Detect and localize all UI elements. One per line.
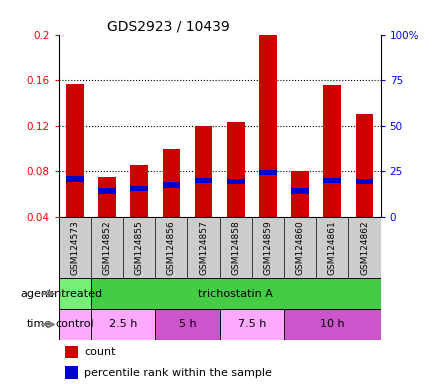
Bar bbox=[59, 278, 91, 309]
Bar bbox=[323, 85, 340, 217]
Text: 10 h: 10 h bbox=[319, 319, 344, 329]
Text: GSM124852: GSM124852 bbox=[102, 220, 111, 275]
Bar bbox=[194, 178, 212, 183]
Text: GSM124862: GSM124862 bbox=[359, 220, 368, 275]
Text: 2.5 h: 2.5 h bbox=[108, 319, 137, 329]
Bar bbox=[59, 309, 91, 340]
Bar bbox=[227, 179, 244, 184]
Bar bbox=[291, 171, 308, 217]
Bar bbox=[65, 346, 78, 358]
Bar bbox=[130, 164, 148, 217]
Bar bbox=[219, 309, 283, 340]
Bar bbox=[130, 185, 148, 191]
Text: GSM124859: GSM124859 bbox=[263, 220, 272, 275]
Bar bbox=[66, 84, 83, 217]
Bar bbox=[227, 122, 244, 217]
Bar bbox=[155, 309, 219, 340]
Bar bbox=[194, 126, 212, 217]
Bar bbox=[259, 170, 276, 175]
Bar bbox=[162, 149, 180, 217]
Bar bbox=[259, 35, 276, 217]
Text: 7.5 h: 7.5 h bbox=[237, 319, 266, 329]
Text: agent: agent bbox=[20, 289, 52, 299]
Text: GSM124858: GSM124858 bbox=[231, 220, 240, 275]
Bar bbox=[98, 188, 115, 194]
Bar bbox=[66, 177, 83, 182]
Bar bbox=[65, 366, 78, 379]
Text: percentile rank within the sample: percentile rank within the sample bbox=[84, 367, 272, 377]
Bar bbox=[91, 309, 155, 340]
Bar bbox=[291, 188, 308, 194]
Text: 5 h: 5 h bbox=[178, 319, 196, 329]
Bar bbox=[355, 179, 372, 184]
Text: trichostatin A: trichostatin A bbox=[198, 289, 273, 299]
Text: GSM124861: GSM124861 bbox=[327, 220, 336, 275]
Text: control: control bbox=[56, 319, 94, 329]
Bar bbox=[98, 177, 115, 217]
Bar bbox=[283, 309, 380, 340]
Bar bbox=[323, 178, 340, 183]
Bar bbox=[355, 114, 372, 217]
Text: GSM124573: GSM124573 bbox=[70, 220, 79, 275]
Text: untreated: untreated bbox=[47, 289, 102, 299]
Text: GSM124855: GSM124855 bbox=[135, 220, 143, 275]
Text: count: count bbox=[84, 347, 116, 357]
Text: GSM124857: GSM124857 bbox=[199, 220, 207, 275]
Text: GSM124860: GSM124860 bbox=[295, 220, 304, 275]
Text: time: time bbox=[27, 319, 52, 329]
Text: GSM124856: GSM124856 bbox=[167, 220, 175, 275]
Text: GDS2923 / 10439: GDS2923 / 10439 bbox=[107, 20, 229, 33]
Bar bbox=[162, 182, 180, 188]
